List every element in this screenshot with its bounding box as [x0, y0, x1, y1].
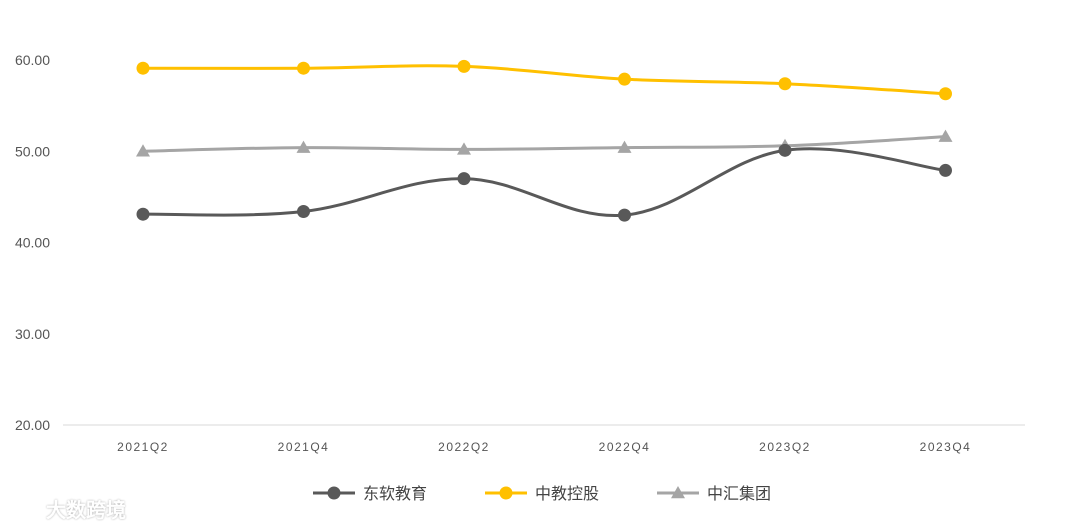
y-tick-label: 20.00 — [15, 417, 50, 433]
data-point — [939, 163, 952, 177]
data-point — [136, 61, 150, 75]
legend-label: 东软教育 — [363, 485, 427, 503]
data-point — [618, 208, 631, 222]
data-point — [136, 144, 150, 157]
x-tick-label: 2022Q2 — [438, 440, 490, 454]
data-point — [618, 72, 631, 86]
data-point — [457, 59, 471, 73]
y-tick-label: 60.00 — [15, 52, 50, 68]
legend: 东软教育 中教控股 中汇集团 — [313, 485, 771, 503]
watermark: 大数跨境 — [8, 494, 126, 523]
y-tick-label: 30.00 — [15, 326, 50, 342]
data-point — [136, 207, 150, 221]
legend-marker — [499, 486, 513, 500]
data-point — [297, 204, 310, 218]
data-point — [778, 77, 792, 91]
x-tick-label: 2023Q4 — [920, 440, 972, 454]
x-tick-label: 2021Q4 — [278, 440, 330, 454]
x-tick-label: 2022Q4 — [599, 440, 651, 454]
y-tick-label: 40.00 — [15, 235, 50, 251]
data-point — [938, 129, 953, 142]
y-tick-label: 50.00 — [15, 143, 50, 159]
legend-marker — [327, 486, 341, 500]
legend-label: 中教控股 — [535, 485, 599, 503]
data-point — [457, 172, 471, 186]
series-2 — [136, 59, 952, 101]
data-point — [296, 140, 311, 153]
y-axis: 20.00 30.00 40.00 50.00 60.00 — [15, 52, 50, 433]
x-tick-label: 2023Q2 — [759, 440, 811, 454]
watermark-text: 大数跨境 — [46, 500, 126, 522]
data-point — [778, 143, 792, 157]
series-line — [141, 64, 947, 96]
series-line — [141, 135, 947, 153]
watermark-logo-icon — [10, 500, 41, 518]
legend-marker — [671, 486, 685, 499]
series-1 — [136, 143, 952, 222]
legend-item: 中教控股 — [485, 485, 599, 503]
x-axis: 2021Q2 2021Q4 2022Q2 2022Q4 2023Q2 2023Q4 — [63, 424, 1025, 454]
legend-label: 中汇集团 — [707, 485, 771, 503]
x-tick-label: 2021Q2 — [117, 440, 169, 454]
legend-item: 东软教育 — [313, 485, 427, 503]
series-line — [141, 147, 947, 218]
data-point — [297, 61, 310, 75]
data-point — [939, 87, 952, 101]
data-point — [457, 142, 471, 155]
series-layer — [136, 59, 953, 222]
series-3 — [136, 129, 953, 157]
data-point — [617, 140, 632, 153]
legend-item: 中汇集团 — [657, 485, 771, 503]
